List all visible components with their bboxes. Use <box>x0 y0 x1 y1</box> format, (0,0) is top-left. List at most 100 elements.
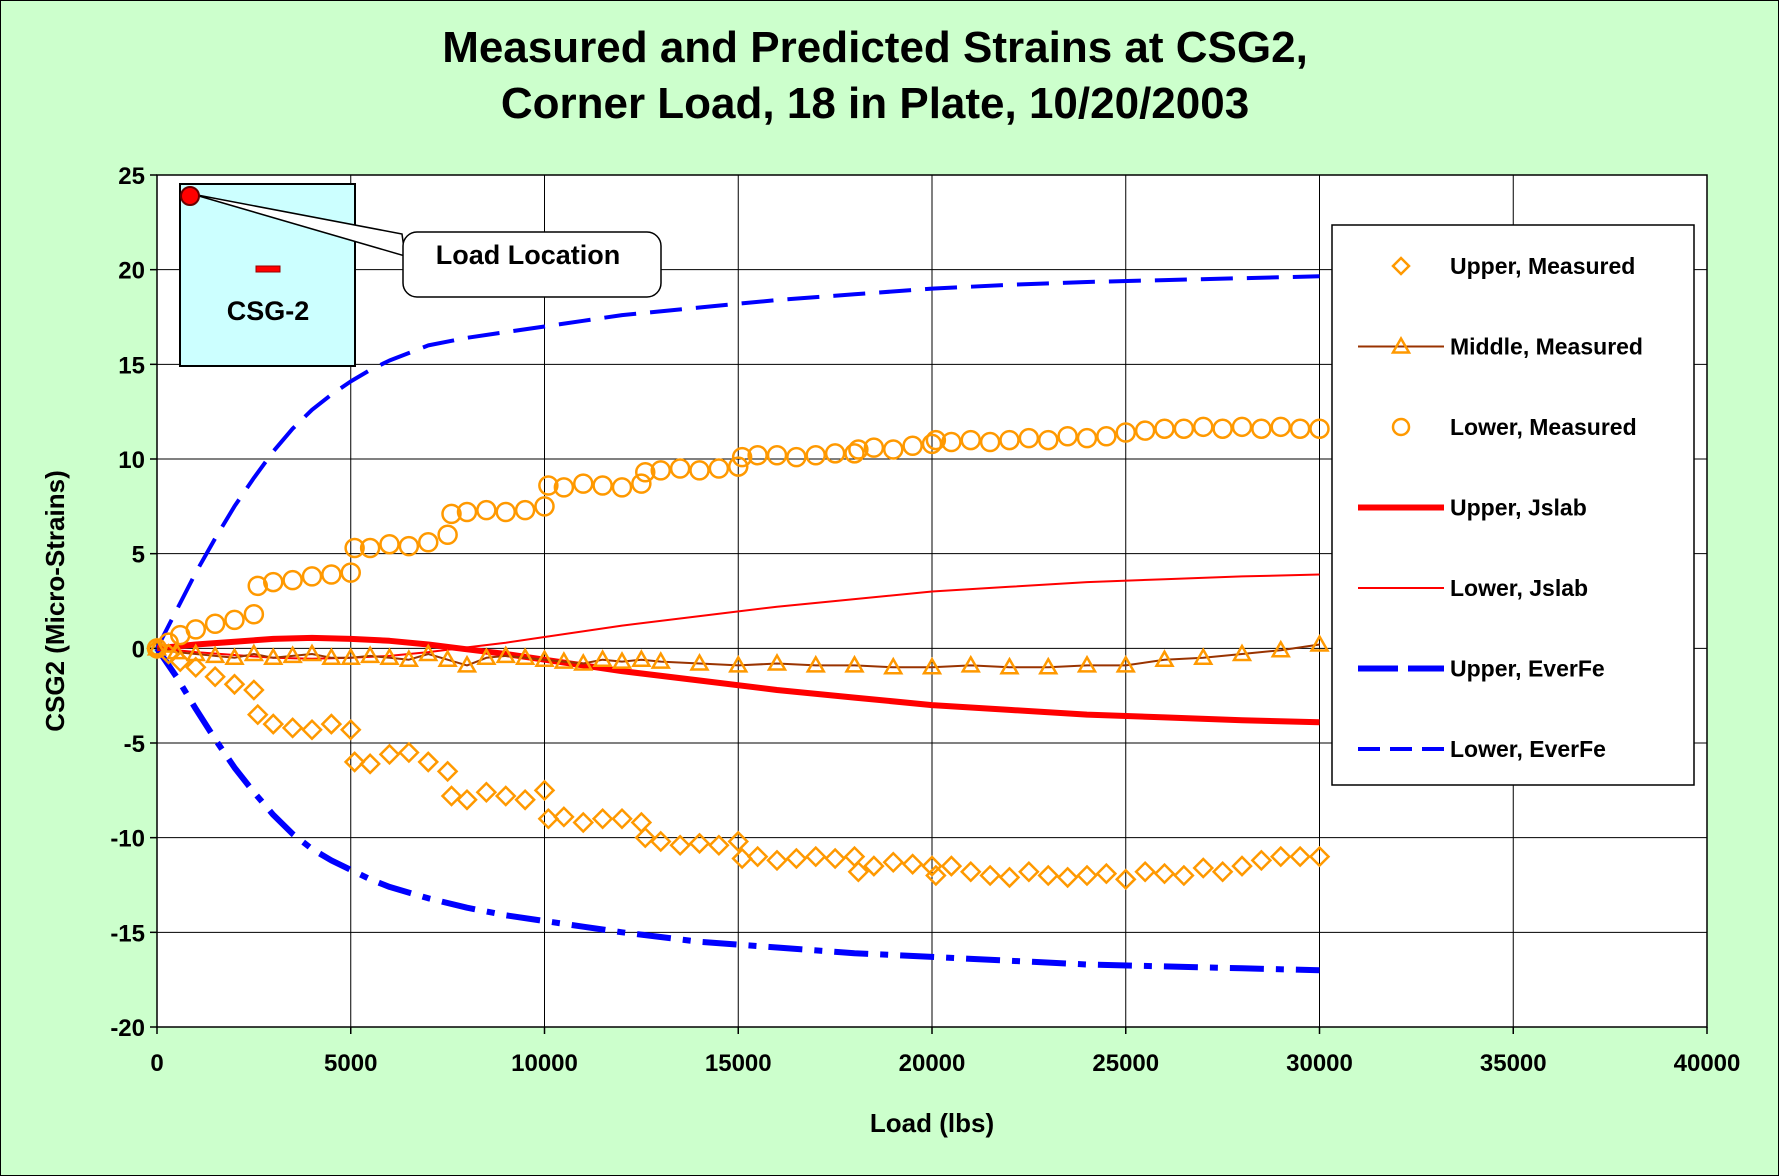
point-circle <box>941 431 962 453</box>
y-tick-label: 15 <box>118 352 145 379</box>
point-circle <box>418 532 439 553</box>
chart-title-line-2: Corner Load, 18 in Plate, 10/20/2003 <box>501 79 1249 128</box>
point-diamond <box>940 855 963 877</box>
point-diamond <box>766 849 788 872</box>
point-circle <box>437 524 458 545</box>
legend-item-2: Lower, Measured <box>1391 414 1637 440</box>
point-diamond <box>847 860 870 883</box>
point-diamond <box>824 847 846 870</box>
point-circle <box>359 537 381 559</box>
point-circle <box>1018 427 1040 449</box>
point-diamond <box>1153 862 1176 885</box>
point-diamond <box>1037 864 1060 887</box>
point-diamond <box>514 789 536 811</box>
x-axis-label: Load (lbs) <box>870 1108 994 1138</box>
point-circle <box>301 566 323 587</box>
legend-item-3: Upper, Jslab <box>1358 495 1587 521</box>
point-diamond <box>1056 866 1079 889</box>
legend-label: Upper, EverFe <box>1450 656 1605 682</box>
point-circle <box>321 564 342 585</box>
point-circle <box>1057 426 1078 447</box>
point-circle <box>925 429 947 451</box>
point-diamond <box>1308 845 1331 868</box>
point-diamond <box>1289 845 1311 868</box>
inset-gauge-label: CSG-2 <box>227 296 310 326</box>
point-triangle <box>766 652 788 671</box>
point-triangle <box>573 652 594 671</box>
point-diamond <box>959 860 982 883</box>
y-tick-label: 0 <box>132 636 145 663</box>
point-circle <box>538 475 559 496</box>
point-diamond <box>804 845 827 868</box>
point-circle <box>1251 418 1272 439</box>
point-triangle <box>592 649 613 667</box>
point-circle <box>766 444 788 466</box>
series-6 <box>155 274 1320 650</box>
point-circle <box>1115 422 1136 443</box>
legend: Upper, Measured Middle, Measured Lower, Me… <box>1331 224 1695 786</box>
point-circle <box>650 460 671 481</box>
point-triangle <box>1309 634 1330 652</box>
point-diamond <box>572 811 595 834</box>
point-circle <box>495 501 516 523</box>
point-circle <box>456 501 478 523</box>
point-circle <box>534 496 555 517</box>
point-triangle <box>611 651 633 669</box>
point-circle <box>689 460 710 481</box>
point-diamond <box>727 830 750 853</box>
point-circle <box>514 499 536 521</box>
point-diamond <box>1391 256 1411 276</box>
point-diamond <box>301 718 323 741</box>
point-circle <box>243 604 265 625</box>
legend-item-6: Lower, EverFe <box>1358 736 1606 762</box>
point-diamond <box>1231 855 1253 877</box>
point-diamond <box>436 760 459 783</box>
point-triangle <box>418 643 439 662</box>
series-1 <box>146 634 1330 675</box>
point-triangle <box>999 656 1020 675</box>
point-circle <box>824 443 846 464</box>
point-diamond <box>979 864 1001 887</box>
series-layer <box>146 274 1331 974</box>
y-tick-label: 20 <box>118 258 145 285</box>
point-diamond <box>262 713 285 735</box>
point-triangle <box>243 643 265 662</box>
point-circle <box>146 638 168 659</box>
point-circle <box>631 473 652 494</box>
legend-item-5: Upper, EverFe <box>1358 656 1605 682</box>
point-circle <box>1309 418 1330 439</box>
point-diamond <box>611 807 633 830</box>
point-diamond <box>1192 857 1215 879</box>
point-circle <box>805 444 826 466</box>
legend-label: Upper, Jslab <box>1450 495 1587 521</box>
point-triangle <box>650 651 671 669</box>
legend-item-0: Upper, Measured <box>1391 253 1635 279</box>
point-triangle <box>1076 654 1098 673</box>
point-circle <box>1173 418 1195 439</box>
point-triangle <box>1154 649 1175 667</box>
point-triangle <box>1390 335 1412 354</box>
point-triangle <box>1193 647 1214 666</box>
x-tick-label: 35000 <box>1480 1050 1547 1077</box>
point-circle <box>573 473 594 494</box>
point-diamond <box>1250 849 1273 872</box>
point-circle <box>747 444 768 466</box>
point-triangle <box>263 647 284 666</box>
point-circle <box>979 431 1001 453</box>
point-diamond <box>785 847 808 870</box>
point-diamond <box>1114 868 1137 891</box>
point-diamond <box>320 713 343 735</box>
load-location-dot <box>180 186 200 206</box>
point-diamond <box>882 851 905 874</box>
point-circle <box>1134 420 1156 441</box>
point-diamond <box>440 785 463 807</box>
point-circle <box>282 569 303 591</box>
point-triangle <box>534 649 555 667</box>
point-diamond <box>533 779 556 802</box>
point-diamond <box>1134 860 1156 883</box>
chart-title-line-1: Measured and Predicted Strains at CSG2, <box>442 23 1308 72</box>
x-tick-label: 20000 <box>899 1050 966 1077</box>
point-circle <box>1212 418 1233 439</box>
point-diamond <box>204 665 226 688</box>
